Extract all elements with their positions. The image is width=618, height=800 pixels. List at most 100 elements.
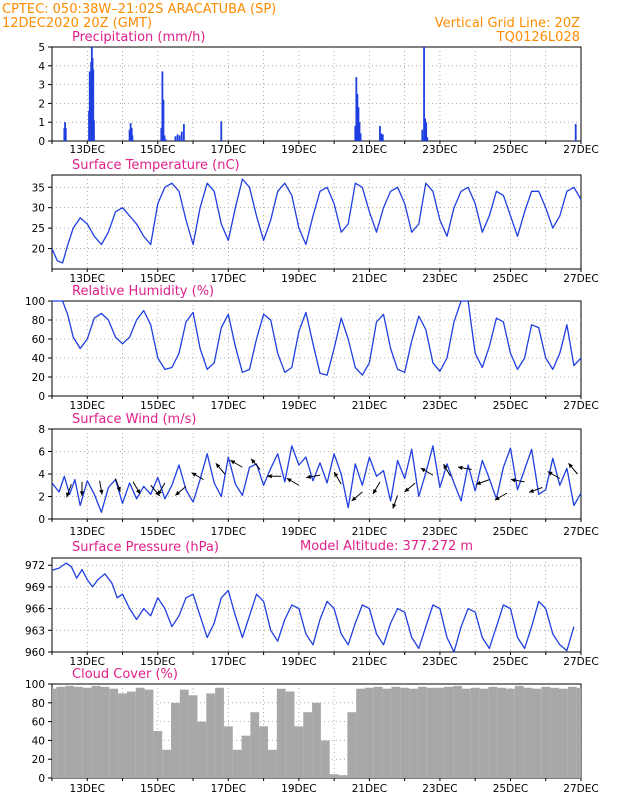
wind-arrow-head <box>230 460 236 465</box>
humidity-ytick-label: 60 <box>32 334 45 346</box>
humidity-ytick-label: 0 <box>38 391 45 403</box>
pressure-title: Surface Pressure (hPa) <box>72 540 219 555</box>
precip-bar <box>180 131 183 141</box>
temperature-xtick-label: 21DEC <box>352 273 387 285</box>
cloud-bar <box>259 726 269 778</box>
wind-arrow-head <box>267 474 272 479</box>
pressure-xtick-label: 19DEC <box>281 656 316 668</box>
wind-xtick-label: 17DEC <box>211 526 246 538</box>
cloud-bar <box>479 688 489 778</box>
precipitation-xtick-label: 15DEC <box>140 144 175 156</box>
precip-bar <box>423 47 425 141</box>
cloud-bar <box>497 687 507 778</box>
precip-bar <box>574 124 577 141</box>
precip-bar <box>93 120 95 141</box>
cloud-bar <box>126 691 136 778</box>
precip-bar <box>424 118 427 141</box>
precipitation-ytick-label: 5 <box>38 42 45 54</box>
pressure-xtick-label: 17DEC <box>211 656 246 668</box>
cloud-bar <box>268 749 277 778</box>
wind-arrow-head <box>334 472 339 477</box>
wind-arrow-head <box>568 463 574 469</box>
temperature-xtick-label: 17DEC <box>211 273 246 285</box>
cloud-cover-xtick-label: 25DEC <box>493 783 528 795</box>
cloud-bar <box>294 726 304 778</box>
cloud-cover-xtick-label: 17DEC <box>211 783 246 795</box>
run-code: TQ0126L028 <box>496 30 580 45</box>
precip-bar <box>64 127 67 141</box>
precip-bar <box>162 99 165 141</box>
cloud-cover-xtick-label: 27DEC <box>563 783 598 795</box>
precipitation-xtick-label: 19DEC <box>281 144 316 156</box>
wind-arrow-head <box>529 488 535 493</box>
precip-bar <box>163 135 166 141</box>
wind-arrow-head <box>66 492 71 498</box>
cloud-bar <box>417 686 427 778</box>
wind-ytick-label: 0 <box>38 514 45 526</box>
precipitation-panel: Precipitation (mm/h) 0 1 2 3 4 5 13DEC 15DEC 17DE… <box>38 30 598 156</box>
cloud-bar <box>506 688 515 778</box>
cloud-bar <box>382 688 392 778</box>
humidity-xtick-label: 21DEC <box>352 400 387 412</box>
cloud-bar <box>373 686 383 778</box>
cloud-cover-xtick-label: 19DEC <box>281 783 316 795</box>
cloud-bar <box>215 687 224 778</box>
date-line: 12DEC2020 20Z (GMT) <box>2 16 152 31</box>
humidity-ytick-label: 40 <box>32 353 45 365</box>
precip-bar <box>174 136 177 141</box>
precip-bar <box>425 122 428 141</box>
wind-ytick-label: 4 <box>38 469 45 481</box>
cloud-bar <box>338 775 348 778</box>
pressure-line <box>51 562 575 653</box>
precipitation-ytick-label: 4 <box>38 61 45 73</box>
wind-arrow-head <box>306 474 312 479</box>
precip-bar <box>380 133 383 141</box>
precip-bar <box>359 133 362 141</box>
precip-bar <box>92 69 95 141</box>
precip-bar <box>131 135 134 141</box>
cloud-bar <box>153 731 163 778</box>
wind-arrow-head <box>99 489 104 495</box>
cloud-bar <box>312 702 321 778</box>
wind-arrow-head <box>251 458 256 464</box>
precip-bar <box>128 129 131 141</box>
temperature-title: Surface Temperature (nC) <box>72 158 240 173</box>
precip-bar <box>358 122 361 141</box>
wind-arrow-head <box>510 478 516 483</box>
model-altitude: Model Altitude: 377.272 m <box>300 539 473 554</box>
precipitation-xtick-label: 25DEC <box>493 144 528 156</box>
precip-bar <box>160 127 163 141</box>
cloud-bar <box>541 686 551 778</box>
pressure-frame <box>51 557 582 653</box>
humidity-xtick-label: 13DEC <box>70 400 105 412</box>
precip-bar <box>182 124 185 141</box>
cloud-bar <box>74 686 83 778</box>
precipitation-xtick-label: 23DEC <box>422 144 457 156</box>
cloud-bar <box>488 686 498 778</box>
cloud-bar <box>56 686 66 778</box>
cloud-bar <box>109 688 119 778</box>
cloud-bar <box>364 687 374 778</box>
temperature-ytick-label: 20 <box>32 244 45 256</box>
pressure-xtick-label: 23DEC <box>422 656 457 668</box>
precipitation-ytick-label: 1 <box>38 117 45 129</box>
pressure-xtick-label: 25DEC <box>493 656 528 668</box>
humidity-xtick-label: 23DEC <box>422 400 457 412</box>
humidity-panel: Relative Humidity (%) 0 20 40 60 80 100 13DEC 15… <box>25 284 599 412</box>
wind-ytick-label: 8 <box>38 424 45 436</box>
precip-bar <box>129 123 132 141</box>
precip-bar <box>356 94 359 141</box>
temperature-xtick-label: 25DEC <box>493 273 528 285</box>
cloud-bar <box>52 688 57 778</box>
pressure-xtick-label: 13DEC <box>70 656 105 668</box>
temperature-xtick-label: 19DEC <box>281 273 316 285</box>
cloud-bar <box>65 685 75 778</box>
humidity-xtick-label: 19DEC <box>281 400 316 412</box>
header: CPTEC: 050:38W–21:02S ARACATUBA (SP) 12D… <box>2 2 580 45</box>
temperature-xtick-label: 15DEC <box>140 273 175 285</box>
cloud-bar <box>82 687 92 778</box>
wind-xtick-label: 27DEC <box>563 526 598 538</box>
cloud-cover-ytick-label: 40 <box>32 735 45 747</box>
cloud-bar <box>144 689 154 778</box>
